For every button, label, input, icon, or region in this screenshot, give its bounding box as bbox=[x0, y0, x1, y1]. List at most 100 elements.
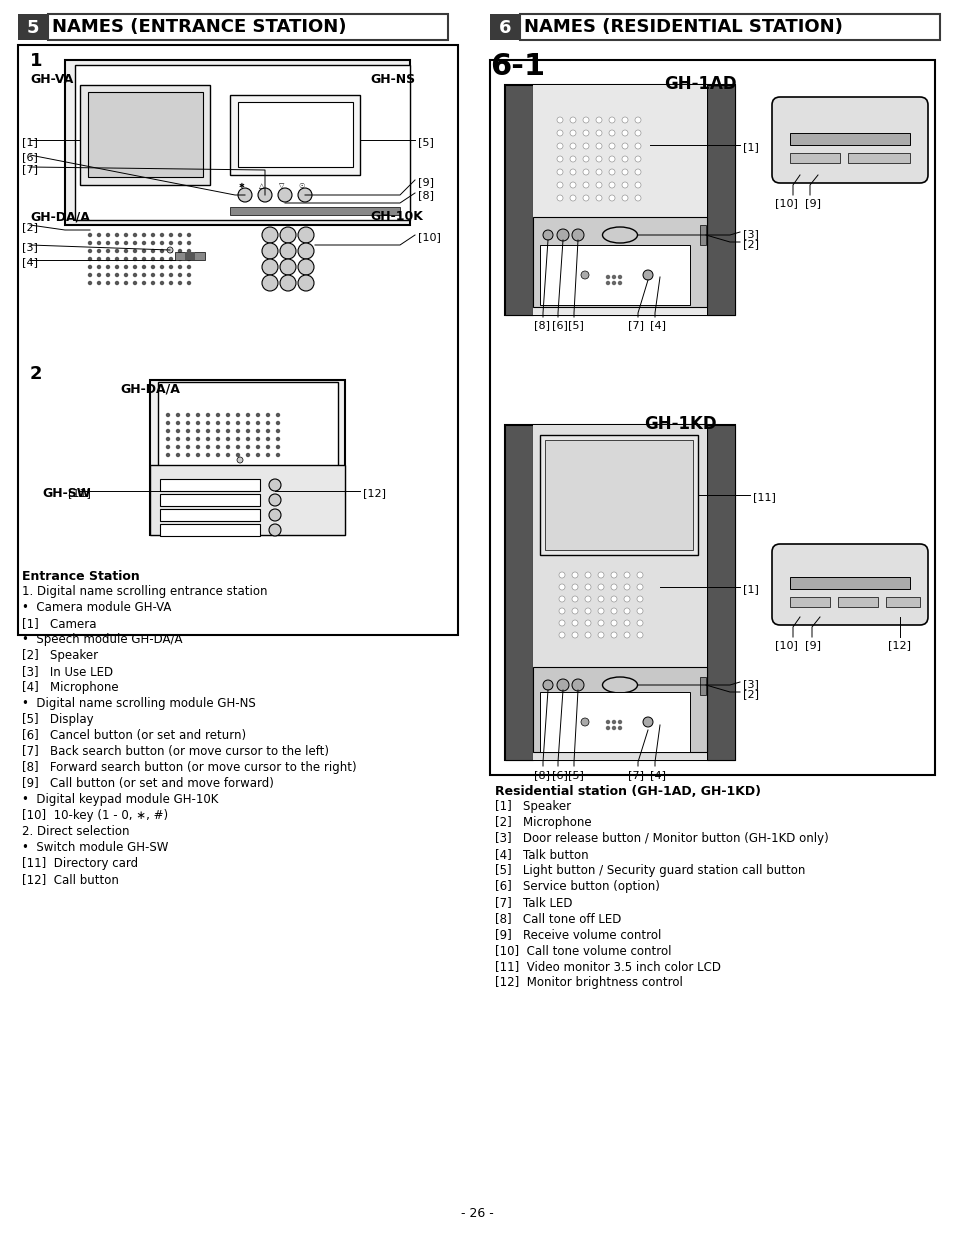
Circle shape bbox=[610, 632, 617, 638]
Circle shape bbox=[610, 584, 617, 590]
Circle shape bbox=[623, 608, 629, 614]
Circle shape bbox=[142, 258, 146, 261]
Circle shape bbox=[297, 188, 312, 203]
Circle shape bbox=[606, 726, 609, 730]
Circle shape bbox=[89, 266, 91, 268]
Circle shape bbox=[618, 282, 620, 284]
Text: [2]: [2] bbox=[742, 240, 759, 249]
Circle shape bbox=[216, 414, 219, 416]
Bar bbox=[519, 14, 939, 40]
Circle shape bbox=[557, 195, 562, 201]
Circle shape bbox=[618, 720, 620, 724]
Bar bbox=[544, 440, 692, 550]
Circle shape bbox=[236, 457, 243, 463]
Bar bbox=[65, 61, 410, 225]
Circle shape bbox=[133, 233, 136, 236]
Text: [7]: [7] bbox=[22, 164, 38, 174]
Circle shape bbox=[125, 266, 128, 268]
Circle shape bbox=[236, 430, 239, 432]
Circle shape bbox=[297, 259, 314, 275]
Circle shape bbox=[557, 143, 562, 149]
Text: GH-10K: GH-10K bbox=[370, 210, 422, 224]
Circle shape bbox=[266, 421, 269, 425]
Bar bbox=[789, 577, 909, 589]
Text: [9]: [9] bbox=[804, 640, 821, 650]
Circle shape bbox=[262, 243, 277, 259]
Circle shape bbox=[176, 453, 179, 457]
Circle shape bbox=[280, 275, 295, 291]
Circle shape bbox=[635, 117, 640, 124]
Text: •  Digital name scrolling module GH-NS: • Digital name scrolling module GH-NS bbox=[22, 697, 255, 710]
Text: [6]   Service button (option): [6] Service button (option) bbox=[495, 881, 659, 893]
Circle shape bbox=[582, 195, 588, 201]
Circle shape bbox=[133, 249, 136, 252]
Circle shape bbox=[107, 233, 110, 236]
Circle shape bbox=[277, 188, 292, 203]
Circle shape bbox=[246, 421, 250, 425]
Text: GH-DA/A: GH-DA/A bbox=[30, 210, 90, 224]
Circle shape bbox=[167, 247, 172, 253]
Text: 2: 2 bbox=[30, 366, 43, 383]
Text: 1: 1 bbox=[30, 52, 43, 70]
Circle shape bbox=[196, 446, 199, 448]
Bar bbox=[48, 14, 448, 40]
Text: GH-1AD: GH-1AD bbox=[663, 75, 736, 93]
Circle shape bbox=[598, 620, 603, 626]
Circle shape bbox=[256, 430, 259, 432]
Circle shape bbox=[167, 430, 170, 432]
Bar bbox=[885, 597, 919, 606]
Text: GH-SW: GH-SW bbox=[42, 487, 91, 500]
Text: GH-VA: GH-VA bbox=[30, 73, 73, 86]
Circle shape bbox=[115, 282, 118, 284]
Circle shape bbox=[133, 273, 136, 277]
Text: [2]: [2] bbox=[22, 222, 38, 232]
Circle shape bbox=[558, 584, 564, 590]
Text: [11]  Directory card: [11] Directory card bbox=[22, 857, 138, 869]
Circle shape bbox=[125, 233, 128, 236]
Bar bbox=[539, 692, 689, 752]
Circle shape bbox=[637, 572, 642, 578]
Circle shape bbox=[572, 572, 578, 578]
Circle shape bbox=[621, 117, 627, 124]
Circle shape bbox=[89, 258, 91, 261]
Circle shape bbox=[170, 242, 172, 245]
Circle shape bbox=[266, 437, 269, 441]
Circle shape bbox=[160, 242, 163, 245]
Circle shape bbox=[557, 156, 562, 162]
Bar bbox=[789, 597, 829, 606]
Text: 6-1: 6-1 bbox=[490, 52, 544, 82]
Circle shape bbox=[608, 169, 615, 175]
Bar bbox=[504, 425, 734, 760]
Circle shape bbox=[596, 182, 601, 188]
Text: [3]: [3] bbox=[22, 242, 38, 252]
Circle shape bbox=[178, 273, 181, 277]
Circle shape bbox=[152, 242, 154, 245]
Circle shape bbox=[269, 494, 281, 506]
Circle shape bbox=[178, 242, 181, 245]
Circle shape bbox=[557, 182, 562, 188]
Ellipse shape bbox=[602, 677, 637, 693]
Circle shape bbox=[266, 453, 269, 457]
Circle shape bbox=[542, 680, 553, 690]
Circle shape bbox=[269, 509, 281, 521]
Circle shape bbox=[637, 620, 642, 626]
Text: [1]   Camera: [1] Camera bbox=[22, 618, 96, 630]
Circle shape bbox=[256, 414, 259, 416]
Circle shape bbox=[584, 572, 590, 578]
Circle shape bbox=[176, 446, 179, 448]
Circle shape bbox=[115, 233, 118, 236]
Circle shape bbox=[115, 249, 118, 252]
Circle shape bbox=[621, 195, 627, 201]
Text: [3]: [3] bbox=[742, 679, 758, 689]
Bar bbox=[837, 597, 877, 606]
Circle shape bbox=[635, 143, 640, 149]
Circle shape bbox=[246, 414, 250, 416]
Circle shape bbox=[206, 421, 210, 425]
Circle shape bbox=[610, 620, 617, 626]
Circle shape bbox=[612, 282, 615, 284]
Circle shape bbox=[236, 421, 239, 425]
Circle shape bbox=[133, 258, 136, 261]
Text: [12]  Monitor brightness control: [12] Monitor brightness control bbox=[495, 976, 682, 989]
Circle shape bbox=[621, 143, 627, 149]
Circle shape bbox=[186, 453, 190, 457]
